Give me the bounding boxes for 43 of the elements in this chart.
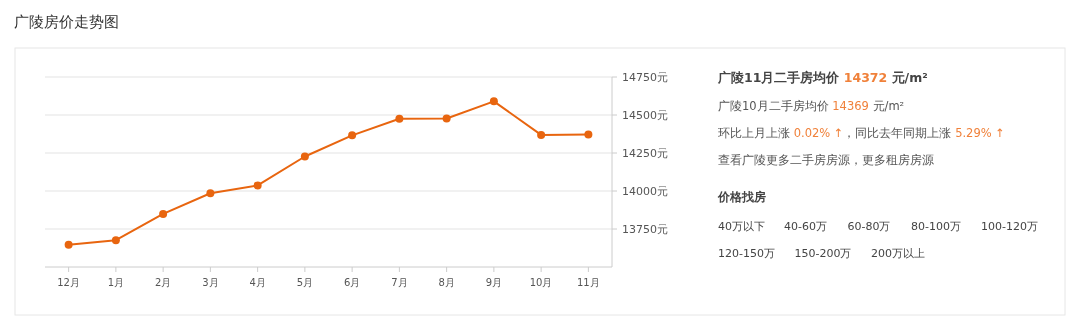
- y-tick-label: 13750元: [622, 222, 668, 236]
- point: [206, 189, 215, 198]
- point: [489, 97, 498, 106]
- text: 120-150万: [718, 247, 775, 260]
- text: 查看广陵更多二手房房源，更多租房房源: [718, 153, 934, 167]
- text: 价格找房: [717, 190, 766, 204]
- x-tick-label: 5月: [296, 277, 314, 288]
- text: 200万以上: [871, 247, 925, 260]
- point: [159, 209, 168, 218]
- text: 80-100万: [911, 220, 961, 233]
- x-tick-label: 6月: [343, 277, 361, 288]
- x-tick-label: 11月: [577, 277, 600, 288]
- x-tick-label: 4月: [249, 277, 266, 288]
- x-tick-label: 8月: [438, 277, 455, 288]
- text: 100-120万: [981, 220, 1038, 233]
- x-tick-label: 1月: [107, 277, 125, 288]
- point: [537, 130, 546, 139]
- point: [111, 236, 120, 245]
- point: [584, 130, 593, 139]
- point: [253, 181, 262, 190]
- x-tick-label: 2月: [154, 277, 172, 288]
- point: [348, 131, 357, 140]
- y-tick-label: 14750元: [622, 70, 668, 84]
- point: [300, 152, 309, 161]
- y-tick-label: 14250元: [622, 146, 668, 160]
- y-tick-label: 14500元: [622, 108, 668, 122]
- text: 环比上月上涨 0.02% ↑，同比去年同期上涨 5.29% ↑: [718, 126, 1005, 140]
- x-tick-label: 9月: [485, 277, 503, 288]
- text: 40-60万: [784, 220, 827, 233]
- chart-title: 广陵房价走势图: [14, 13, 119, 31]
- text: 广陵11月二手房均价 14372 元/m²: [717, 70, 928, 85]
- point: [442, 114, 451, 123]
- x-tick-label: 3月: [202, 277, 219, 288]
- text: 40万以下: [718, 220, 765, 233]
- x-tick-label: 7月: [391, 277, 408, 288]
- x-tick-label: 10月: [529, 277, 553, 288]
- text: 150-200万: [794, 247, 852, 260]
- point: [64, 240, 73, 249]
- point: [395, 114, 404, 123]
- text: 60-80万: [847, 220, 891, 233]
- x-tick-label: 12月: [57, 277, 80, 288]
- text: 广陵10月二手房均价 14369 元/m²: [718, 99, 905, 113]
- y-tick-label: 14000元: [622, 184, 668, 198]
